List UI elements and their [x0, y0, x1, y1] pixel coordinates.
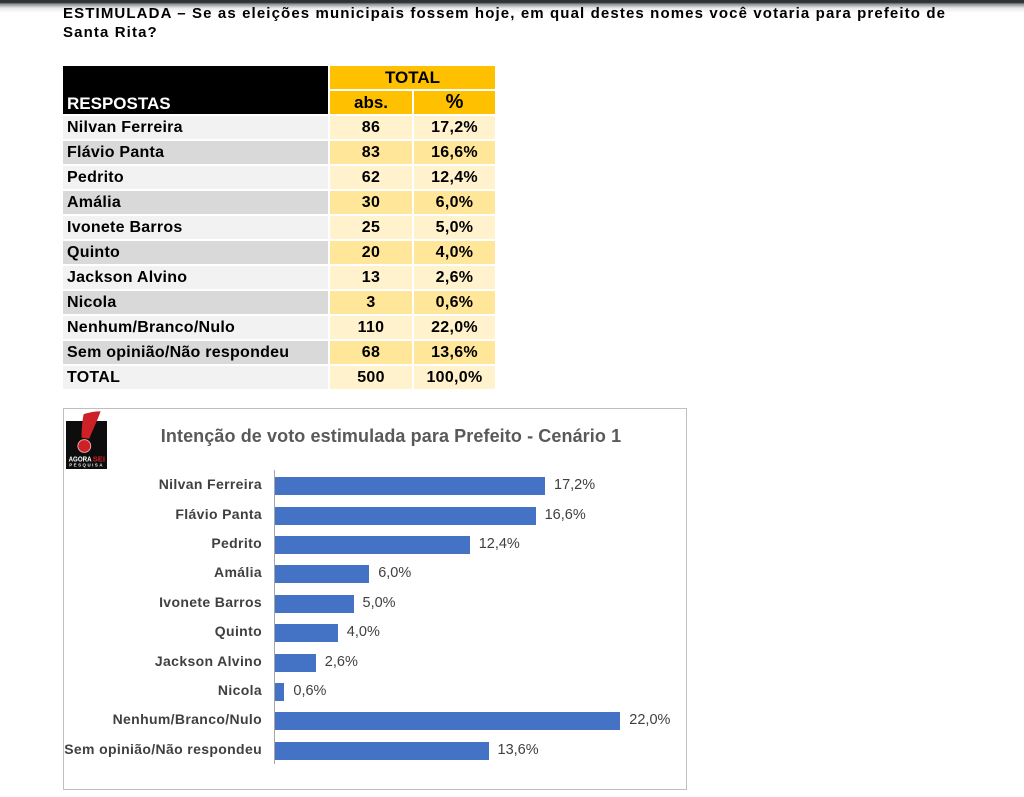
svg-text:PESQUISA: PESQUISA	[69, 463, 104, 468]
svg-text:AGORA: AGORA	[69, 455, 92, 464]
svg-text:SEI: SEI	[93, 455, 106, 464]
